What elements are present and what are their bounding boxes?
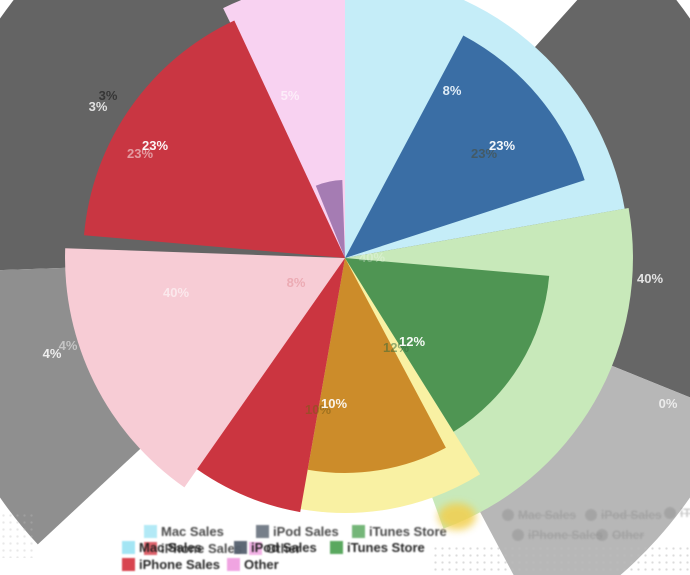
percent-label: 4%: [59, 338, 78, 353]
pie-slice[interactable]: [84, 20, 345, 259]
pie-slice[interactable]: [307, 258, 446, 473]
percent-label: 23%: [489, 138, 515, 153]
percent-label: 12%: [383, 340, 409, 355]
dotted-texture-bottom-left: [0, 512, 36, 558]
yellow-ghost-swatch: [438, 503, 476, 530]
percent-label: 3%: [89, 99, 108, 114]
percent-label: 23%: [142, 138, 168, 153]
pie-slice[interactable]: [315, 180, 345, 258]
percent-label: 10%: [305, 402, 331, 417]
percent-label: 3%: [99, 88, 118, 103]
pie-slice[interactable]: [65, 248, 345, 488]
percent-label: 5%: [281, 88, 300, 103]
percent-label: 4%: [43, 346, 62, 361]
percent-label: 23%: [471, 146, 497, 161]
dotted-texture-bottom-right: [432, 545, 690, 575]
percent-label: 0%: [659, 396, 678, 411]
percent-label: 23%: [127, 146, 153, 161]
percent-label: 40%: [163, 285, 189, 300]
percent-label: 8%: [443, 83, 462, 98]
pie-slice[interactable]: [345, 35, 585, 259]
percent-label: 40%: [637, 271, 663, 286]
pie-slice[interactable]: [197, 258, 345, 513]
percent-label: 40%: [359, 250, 385, 265]
percent-label: 8%: [287, 275, 306, 290]
pie-slice[interactable]: [345, 258, 550, 432]
percent-label: 12%: [399, 334, 425, 349]
percent-label: 10%: [321, 396, 347, 411]
